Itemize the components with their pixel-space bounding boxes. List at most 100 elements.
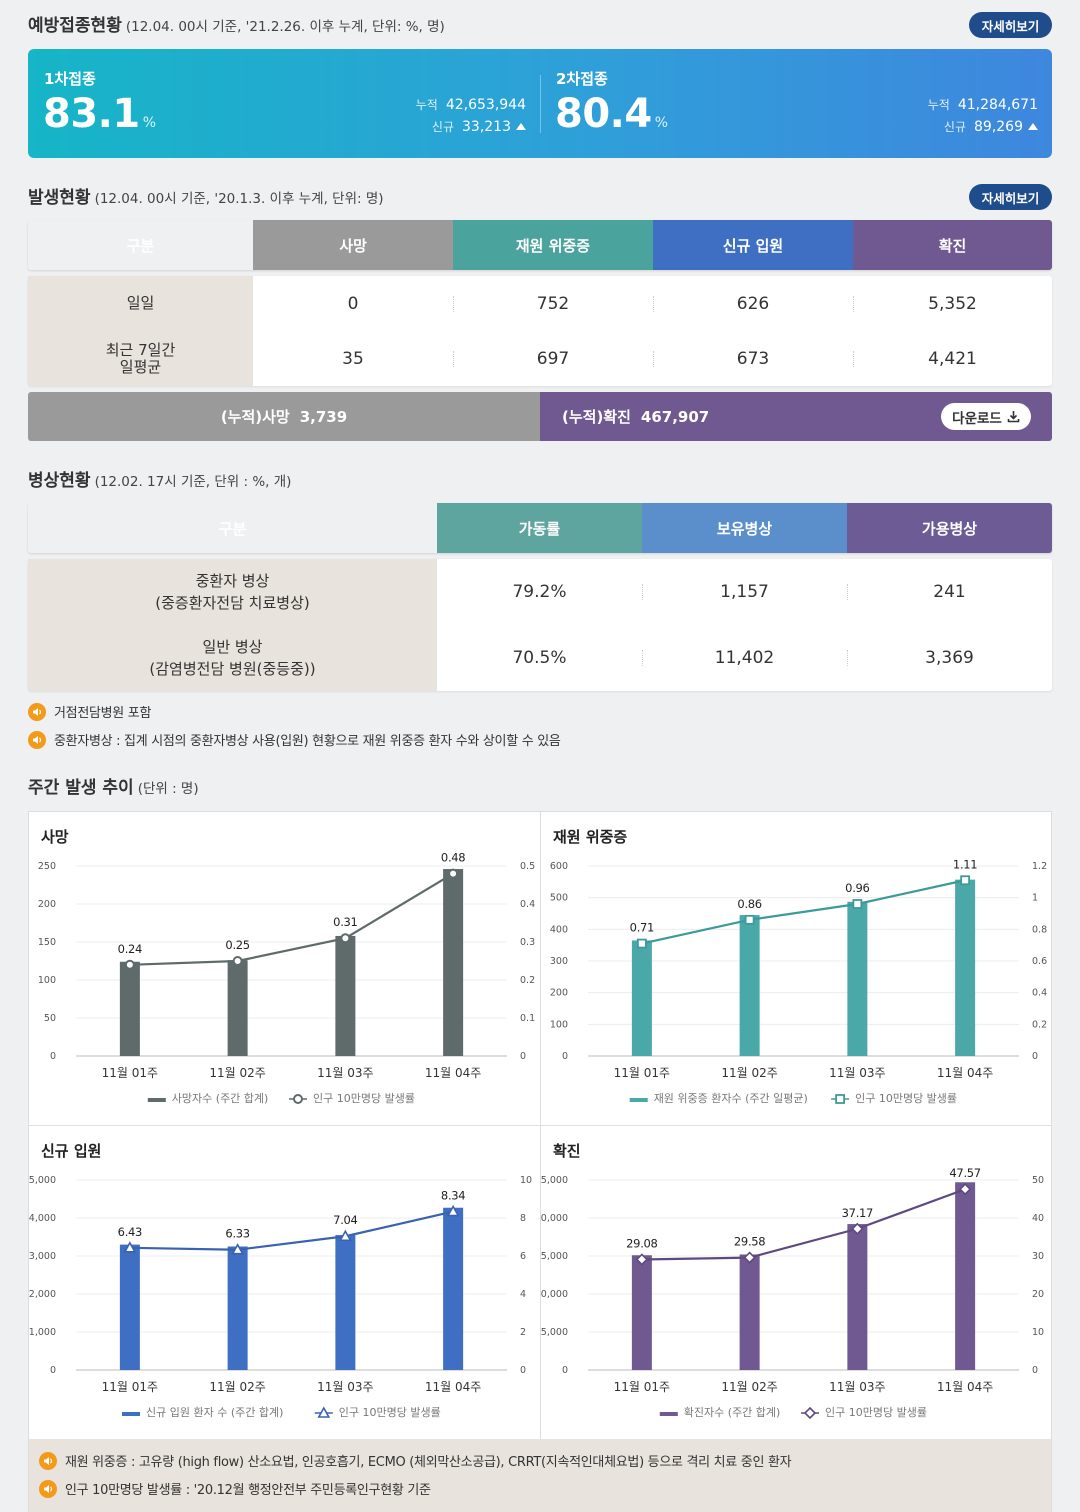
bar [955, 879, 976, 1056]
rate-marker [803, 1406, 817, 1420]
right-axis-tick: 0.5 [520, 861, 535, 872]
legend-bar-swatch [147, 1098, 166, 1102]
legend-line-label: 인구 10만명당 발생률 [339, 1406, 441, 1419]
x-axis-tick: 11월 03주 [829, 1066, 885, 1080]
legend-bar-label: 재원 위중증 환자수 (주간 일평균) [654, 1091, 808, 1105]
weekly-footnotes: 재원 위중증 : 고유량 (high flow) 산소요법, 인공호흡기, EC… [29, 1439, 1051, 1512]
bar [631, 1255, 652, 1370]
rate-marker [232, 956, 243, 966]
chart-critical-svg: 0 100 200 300 400 500 600 0 0.2 0.4 0.6 0.8 1 1.2 11월 … [550, 857, 1047, 1105]
beds-title-text: 병상현황 [28, 471, 91, 491]
row-label-daily: 일일 [28, 276, 253, 331]
right-axis-tick: 0.2 [1032, 1019, 1047, 1030]
rate-marker [124, 959, 135, 970]
vaccination-divider [540, 75, 541, 133]
right-axis-tick: 0.3 [520, 937, 535, 948]
left-axis-tick: 400 [550, 924, 568, 935]
occurrence-header-admission: 신규 입원 [653, 220, 853, 270]
beds-note-2: 중환자병상 : 집계 시점의 중환자병상 사용(입원) 현황으로 재원 위중증 … [28, 730, 561, 749]
second-dose-new-key: 신규 [943, 120, 966, 134]
left-axis-tick: 100 [550, 1019, 568, 1030]
left-axis-tick: 100 [38, 975, 56, 986]
data-label: 0.25 [225, 938, 249, 952]
bar [119, 961, 140, 1056]
x-axis-tick: 11월 03주 [317, 1380, 373, 1394]
left-axis-tick: 4,000 [29, 1213, 56, 1224]
first-dose-new-key: 신규 [431, 120, 454, 134]
table-row: 일일 0 752 626 5,352 [28, 276, 1052, 331]
bar [847, 1224, 868, 1370]
general-owned: 11,402 [642, 625, 847, 691]
increase-arrow-icon [1028, 123, 1038, 130]
vaccination-more-button[interactable]: 자세히보기 [969, 12, 1052, 38]
x-axis-tick: 11월 04주 [937, 1380, 993, 1394]
second-dose-new-value: 89,269 [974, 119, 1023, 135]
bar [335, 1235, 356, 1370]
beds-table-header: 구분 가동률 보유병상 가용병상 [28, 503, 1052, 553]
beds-note-1-text: 거점전담병원 포함 [54, 706, 152, 721]
right-axis-tick: 6 [520, 1251, 526, 1262]
data-label: 0.71 [630, 921, 654, 935]
right-axis-tick: 0.4 [520, 899, 535, 910]
rate-marker [851, 1222, 864, 1235]
rate-marker [636, 938, 647, 949]
occurrence-table-body: 일일 0 752 626 5,352 최근 7일간 일평균 35 697 673… [28, 276, 1052, 386]
speaker-icon [28, 730, 46, 749]
vaccination-title-text: 예방접종현황 [28, 16, 122, 36]
vaccination-title: 예방접종현황 (12.04. 00시 기준, '21.2.26. 이후 누계, 단… [28, 11, 445, 36]
cumulative-death-value: 3,739 [299, 407, 348, 426]
download-button[interactable]: 다운로드 [941, 403, 1031, 430]
occurrence-header-confirmed: 확진 [853, 220, 1052, 270]
occurrence-more-button[interactable]: 자세히보기 [969, 184, 1052, 210]
legend-bar-swatch [629, 1098, 648, 1102]
legend-bar-swatch [122, 1412, 140, 1416]
daily-critical: 752 [453, 276, 653, 331]
cumulative-confirmed-value: 467,907 [640, 407, 710, 426]
chart-critical-title: 재원 위중증 [553, 828, 628, 846]
second-dose-rate-value: 80.4 [555, 91, 652, 137]
footnote-1-text: 재원 위중증 : 고유량 (high flow) 산소요법, 인공호흡기, EC… [65, 1455, 792, 1470]
x-axis-tick: 11월 01주 [614, 1066, 670, 1080]
icu-utilization: 79.2% [512, 582, 567, 602]
second-dose-block: 2차접종 80.4% 누적 41,284,671 신규 89,269 [540, 49, 1052, 158]
daily-death: 0 [347, 293, 359, 314]
cumulative-death-label: (누적)사망 [220, 408, 290, 426]
left-axis-tick: 5,000 [29, 1175, 56, 1186]
row-label-weekly-avg: 최근 7일간 일평균 [28, 331, 253, 386]
left-axis-tick: 50 [44, 1013, 56, 1024]
general-available: 3,369 [847, 625, 1052, 691]
left-axis-tick: 0 [562, 1051, 568, 1062]
occurrence-title-text: 발생현황 [28, 188, 91, 208]
right-axis-tick: 10 [1032, 1327, 1044, 1338]
rate-marker [744, 914, 755, 925]
occurrence-table-header: 구분 사망 재원 위중증 신규 입원 확진 [28, 220, 1052, 270]
legend-bar-swatch [659, 1412, 678, 1416]
rate-line [129, 1210, 454, 1251]
left-axis-tick: 200 [38, 899, 56, 910]
left-axis-tick: 0 [50, 1051, 56, 1062]
bar [847, 901, 868, 1056]
legend-line-label: 인구 10만명당 발생률 [855, 1092, 957, 1105]
right-axis-tick: 0.4 [1032, 988, 1047, 999]
left-axis-tick: 15,000 [541, 1251, 568, 1262]
bar [955, 1182, 976, 1370]
left-axis-tick: 20,000 [541, 1213, 568, 1224]
data-label: 6.33 [225, 1227, 249, 1241]
chart-death-title: 사망 [41, 828, 69, 846]
first-dose-label: 1차접종 [44, 70, 96, 88]
cumulative-confirmed: (누적)확진 467,907 다운로드 [540, 392, 1052, 441]
rate-marker [123, 1241, 137, 1253]
right-axis-tick: 0.8 [1032, 924, 1047, 935]
chart-admission: 신규 입원 0 1,000 2,000 3,000 4,000 5,000 0 2 4 6 8 10 1… [29, 1126, 540, 1439]
second-dose-stats: 누적 41,284,671 신규 89,269 [928, 94, 1038, 138]
rate-marker [446, 1204, 460, 1217]
second-dose-rate: 80.4% [555, 91, 668, 137]
speaker-icon [39, 1479, 57, 1498]
rate-marker [339, 1229, 352, 1242]
left-axis-tick: 10,000 [541, 1289, 568, 1300]
bar [739, 915, 760, 1056]
data-label: 29.08 [626, 1236, 657, 1250]
legend-bar-label: 사망자수 (주간 합계) [172, 1092, 269, 1105]
rate-marker [231, 1243, 244, 1255]
second-dose-cum-value: 41,284,671 [957, 97, 1038, 113]
